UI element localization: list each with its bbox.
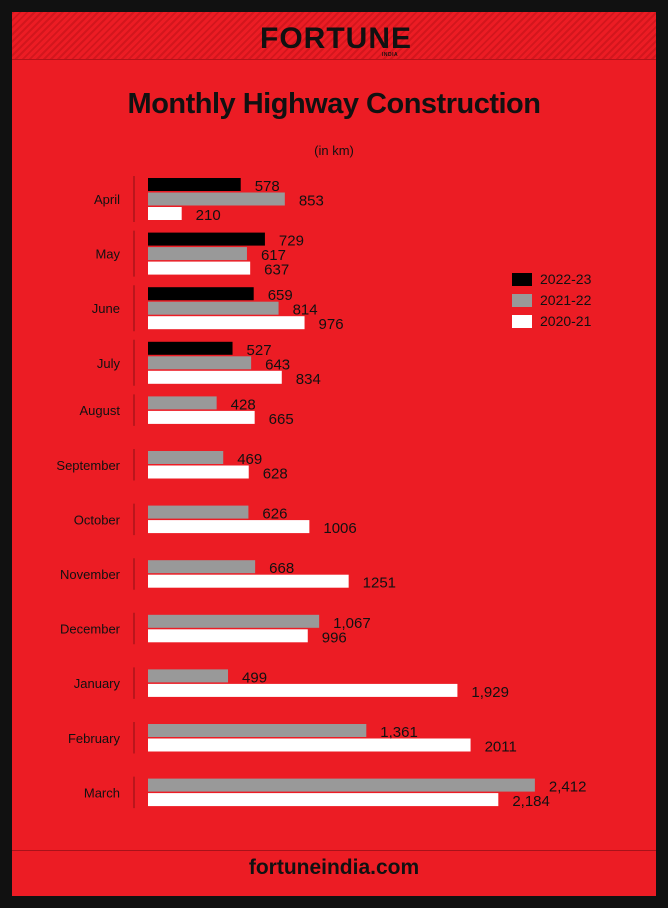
value-label: 853 — [299, 193, 324, 210]
bar-2020-21 — [148, 683, 458, 697]
value-label: 2,412 — [549, 779, 587, 796]
bar-2020-21 — [148, 316, 305, 330]
value-label: 637 — [264, 262, 289, 279]
bar-2020-21 — [148, 370, 282, 384]
bar-2021-22 — [148, 669, 229, 683]
legend-swatch-2022-23 — [512, 273, 532, 286]
bar-2022-23 — [148, 232, 265, 246]
bar-2021-22 — [148, 451, 224, 464]
bar-2020-21 — [148, 207, 182, 220]
category-label: June — [92, 301, 120, 316]
value-label: 814 — [293, 302, 318, 319]
category-label: April — [94, 192, 120, 207]
value-label: 1,929 — [471, 684, 509, 701]
category-label: July — [97, 356, 121, 371]
value-label: 834 — [296, 371, 321, 388]
bar-2022-23 — [148, 178, 241, 191]
bar-2020-21 — [148, 574, 349, 588]
brand-sub: INDIA — [382, 52, 399, 58]
value-label: 1006 — [323, 520, 356, 537]
value-label: 617 — [261, 247, 286, 264]
value-label: 668 — [269, 560, 294, 577]
value-label: 626 — [262, 506, 287, 523]
bar-2022-23 — [148, 287, 254, 301]
category-label: October — [74, 512, 121, 527]
category-label: September — [56, 458, 120, 473]
legend-label: 2020-21 — [540, 313, 592, 329]
bar-2020-21 — [148, 738, 471, 752]
value-label: 527 — [247, 342, 272, 359]
category-label: December — [60, 622, 121, 637]
value-label: 996 — [322, 629, 347, 646]
legend-label: 2022-23 — [540, 271, 592, 287]
category-label: May — [95, 247, 120, 262]
chart-title: Monthly Highway Construction — [127, 88, 541, 120]
footer-url: fortuneindia.com — [248, 856, 420, 879]
bar-2020-21 — [148, 520, 310, 534]
infographic-panel: FORTUNE INDIA Monthly Highway Constructi… — [12, 12, 656, 896]
bar-2021-22 — [148, 614, 320, 628]
value-label: 469 — [237, 451, 262, 468]
value-label: 729 — [279, 233, 304, 250]
fortune-logo: FORTUNE INDIA — [260, 22, 412, 58]
category-label: November — [60, 567, 121, 582]
brand-name: FORTUNE — [260, 22, 412, 55]
value-label: 428 — [231, 396, 256, 413]
value-label: 643 — [265, 356, 290, 373]
bar-2020-21 — [148, 465, 249, 479]
value-label: 2,184 — [512, 793, 550, 810]
category-label: August — [80, 403, 121, 418]
value-label: 499 — [242, 669, 267, 686]
category-label: February — [68, 731, 121, 746]
bar-2020-21 — [148, 793, 499, 807]
bar-2021-22 — [148, 192, 285, 206]
value-label: 1251 — [363, 575, 396, 592]
legend-swatch-2021-22 — [512, 294, 532, 307]
bar-2020-21 — [148, 629, 308, 643]
value-label: 628 — [263, 466, 288, 483]
category-label: January — [74, 676, 121, 691]
bar-2021-22 — [148, 778, 535, 792]
bar-2020-21 — [148, 261, 251, 275]
value-label: 210 — [196, 207, 221, 224]
value-label: 2011 — [485, 739, 517, 756]
header-band — [12, 12, 656, 60]
bar-2022-23 — [148, 341, 233, 355]
value-label: 1,361 — [380, 724, 418, 741]
chart-subtitle: (in km) — [314, 143, 354, 158]
header-divider — [12, 59, 656, 60]
footer-divider — [12, 850, 656, 851]
category-label: March — [84, 785, 120, 800]
value-label: 976 — [319, 316, 344, 333]
value-label: 578 — [255, 178, 280, 195]
bar-2021-22 — [148, 724, 367, 737]
bar-2020-21 — [148, 410, 255, 424]
legend-label: 2021-22 — [540, 292, 592, 308]
bar-2021-22 — [148, 505, 249, 519]
bar-2021-22 — [148, 356, 252, 370]
bar-2021-22 — [148, 396, 217, 410]
bar-2021-22 — [148, 301, 279, 315]
value-label: 1,067 — [333, 615, 371, 632]
bar-2021-22 — [148, 247, 247, 261]
value-label: 659 — [268, 287, 293, 304]
legend-swatch-2020-21 — [512, 315, 532, 328]
value-label: 665 — [269, 411, 294, 428]
bar-2021-22 — [148, 560, 256, 574]
